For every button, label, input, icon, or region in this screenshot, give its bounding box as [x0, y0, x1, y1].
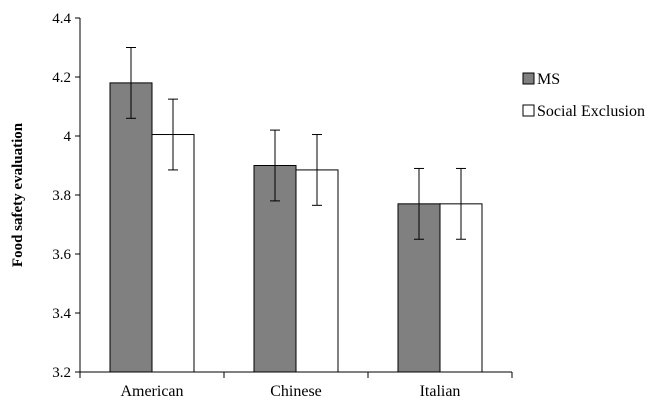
y-tick-label: 3.8: [52, 188, 71, 204]
y-tick-label: 4.4: [52, 11, 71, 27]
legend-swatch: [522, 72, 535, 85]
x-tick-label: American: [120, 383, 183, 400]
legend-swatch: [522, 104, 535, 117]
bar: [109, 82, 153, 373]
y-tick-label: 4: [64, 129, 72, 145]
legend: MS Social Exclusion: [522, 71, 645, 120]
y-tick-label: 3.2: [52, 365, 71, 381]
y-axis-label: Food safety evaluation: [10, 122, 26, 267]
x-tick-label: Chinese: [270, 383, 322, 400]
axes: 3.2 3.4 3.6 3.8 4 4.2 4.4 American Chinese Italia…: [52, 11, 513, 400]
legend-label: MS: [537, 71, 560, 88]
x-tick-label: Italian: [420, 383, 461, 400]
y-tick-label: 3.6: [52, 247, 71, 263]
y-tick-label: 3.4: [52, 306, 71, 322]
legend-label: Social Exclusion: [537, 103, 645, 120]
bars: [109, 47, 483, 373]
y-tick-label: 4.2: [52, 70, 71, 86]
bar: [151, 134, 195, 373]
